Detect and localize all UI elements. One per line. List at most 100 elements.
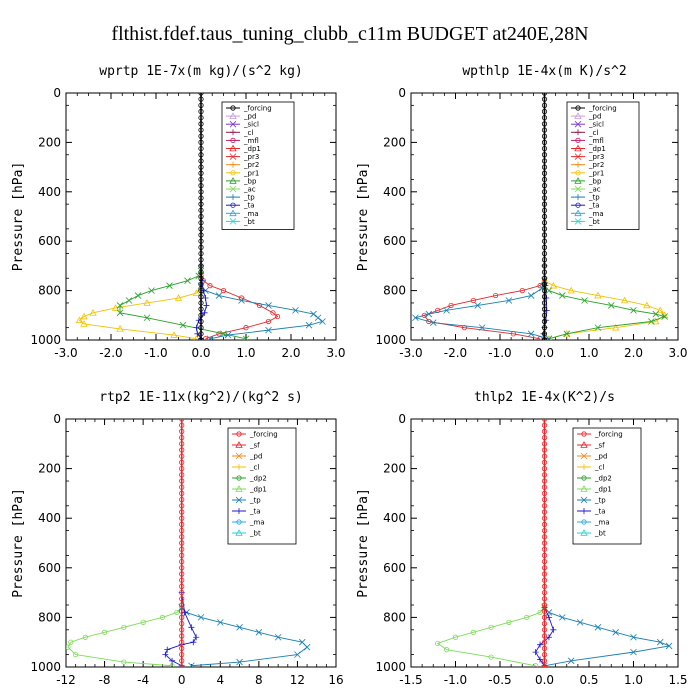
y-tick-label: 0 <box>398 412 406 426</box>
series-dp1-point <box>265 318 272 325</box>
series-tp-line <box>544 607 671 667</box>
legend-marker <box>575 202 581 208</box>
series-forcing-point <box>179 664 185 667</box>
series-bp-point <box>661 313 668 320</box>
legend-label: _pd <box>594 453 607 461</box>
legend-label: _mfl <box>243 137 259 145</box>
series-tp-point <box>206 335 214 340</box>
series-forcing-point <box>198 176 204 183</box>
series-forcing-point <box>198 337 204 340</box>
series-forcing-point <box>198 145 204 152</box>
series-tp-point <box>527 292 535 299</box>
legend-marker <box>230 202 236 208</box>
series-forcing-point <box>541 220 548 226</box>
series-forcing-point <box>541 201 548 207</box>
legend-label: _tp <box>594 497 606 505</box>
series-bp-point <box>563 330 571 338</box>
series-dp1-line <box>200 275 279 340</box>
series-forcing-point <box>198 127 204 133</box>
legend-label: _tp <box>243 194 255 202</box>
y-tick-label: 400 <box>38 185 61 199</box>
legend-label: _ac <box>588 186 601 194</box>
x-tick-label: -8 <box>99 673 111 687</box>
series-pr2-point <box>549 281 558 289</box>
series-forcing-point <box>179 428 185 434</box>
series-bp-point <box>545 287 553 294</box>
series-tp-point <box>255 628 263 636</box>
legend-label: _ma <box>588 210 604 218</box>
legend-label: _bt <box>594 530 606 538</box>
series-forcing-point <box>541 639 548 645</box>
series-forcing-point <box>541 325 548 331</box>
series-bp-point <box>148 287 155 294</box>
series-forcing-point <box>198 108 204 115</box>
series-ta-point <box>164 646 171 653</box>
y-axis-label: Pressure [hPa] <box>11 488 26 598</box>
series-forcing-point <box>198 294 204 300</box>
series-ta-point <box>537 641 544 648</box>
legend-marker <box>236 475 242 481</box>
series-forcing-point <box>198 189 204 195</box>
series-forcing-point <box>541 287 548 294</box>
series-dp1-point <box>66 644 71 650</box>
series-ta-point <box>550 626 557 633</box>
x-tick-label: 12 <box>290 673 305 687</box>
x-tick-label: 0.0 <box>535 346 554 360</box>
series-forcing-point <box>541 337 548 340</box>
legend-label: _ta <box>594 508 606 516</box>
legend-marker <box>575 137 581 143</box>
legend-label: _pr1 <box>243 169 259 177</box>
series-tp-point <box>197 614 205 621</box>
x-tick-label: 2.0 <box>281 346 300 360</box>
series-bp-point <box>116 309 124 317</box>
series-ta-line <box>164 592 197 667</box>
series-bp-point <box>125 297 133 304</box>
series-pr2-point <box>567 286 575 294</box>
x-tick-label: 16 <box>328 673 343 687</box>
series-pr2-point <box>612 323 620 331</box>
x-tick-label: 2.0 <box>624 346 643 360</box>
legend-marker <box>229 120 237 128</box>
series-group <box>435 419 673 667</box>
legend-label: _bt <box>243 218 255 226</box>
legend-label: _pd <box>249 453 262 461</box>
series-pr2-point <box>643 301 651 309</box>
series-forcing-point <box>541 244 548 250</box>
legend-label: _dp1 <box>594 486 612 494</box>
series-forcing-point <box>179 490 185 496</box>
series-forcing-point <box>541 509 548 515</box>
series-tp-point <box>224 331 232 339</box>
legend-label: _forcing <box>243 105 272 113</box>
series-dp1-point <box>82 634 88 640</box>
legend-marker <box>236 508 242 514</box>
series-tp-point <box>305 321 313 329</box>
series-tp-point <box>527 330 535 338</box>
series-forcing-point <box>179 639 185 645</box>
series-forcing-point <box>541 503 548 509</box>
series-forcing-point <box>541 152 548 158</box>
series-pr2-point <box>111 304 120 311</box>
series-forcing-point <box>179 527 185 534</box>
series-tp-point <box>576 619 584 626</box>
series-forcing-point <box>179 484 185 490</box>
series-forcing-point <box>541 565 548 571</box>
x-tick-label: 3.0 <box>668 346 687 360</box>
series-forcing-point <box>541 419 548 422</box>
chart-panel-4: thlp2 1E-4x(K^2)/s Pressure [hPa] -1.5 -1.0… <box>356 390 688 687</box>
series-bp-point <box>179 321 187 329</box>
series-forcing-point <box>541 115 548 121</box>
legend-label: _sicl <box>243 121 259 129</box>
series-forcing-point <box>198 195 204 201</box>
series-bp-point <box>242 335 250 340</box>
x-tick-label: 1.0 <box>236 346 255 360</box>
series-forcing-point <box>541 664 548 667</box>
legend-marker <box>230 170 236 176</box>
y-tick-label: 200 <box>38 135 61 149</box>
series-tp-point <box>236 658 243 666</box>
legend-label: _forcing <box>588 105 617 113</box>
legend-label: _sf <box>594 442 605 450</box>
series-forcing-point <box>179 453 185 459</box>
series-dp1-point <box>159 614 166 621</box>
series-forcing-point <box>541 441 548 447</box>
series-forcing-point <box>541 170 548 176</box>
